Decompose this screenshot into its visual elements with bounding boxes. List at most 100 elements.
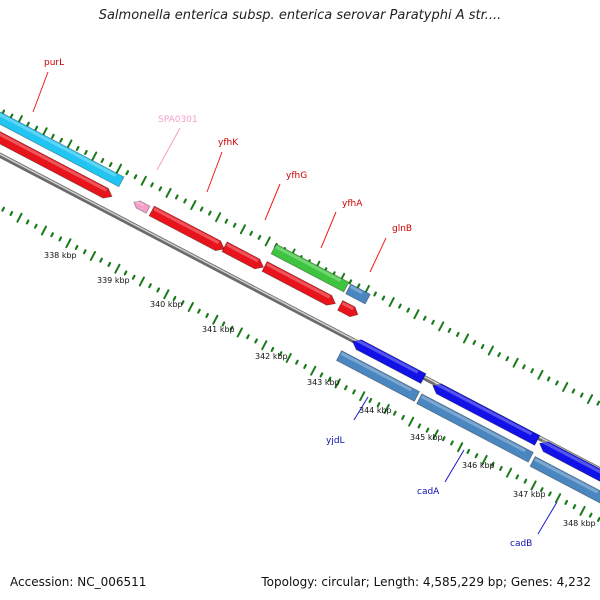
- outer-tick: [546, 376, 551, 382]
- inner-tick: [138, 276, 145, 287]
- inner-tick: [278, 351, 283, 357]
- outer-tick: [9, 113, 14, 119]
- outer-tick: [190, 200, 197, 211]
- inner-tick: [89, 251, 97, 261]
- feature-yfhA-box[interactable]: [270, 243, 350, 293]
- inner-tick: [303, 363, 307, 369]
- inner-tick: [156, 287, 161, 293]
- gene-labels: purL SPA0301 yfhK yfhG yfhA glnB yjdL cadA cadB: [32, 58, 558, 549]
- outer-tick: [455, 331, 460, 337]
- kbp-labels: 338 kbp 339 kbp 340 kbp 341 kbp 342 kbp 343 k…: [44, 251, 596, 528]
- inner-tick: [9, 210, 14, 217]
- kbp-label: 345 kbp: [410, 433, 443, 442]
- outer-tick: [381, 295, 386, 301]
- inner-tick: [515, 474, 520, 480]
- outer-tick: [413, 309, 420, 320]
- inner-tick: [172, 295, 177, 301]
- outer-tick: [562, 381, 569, 392]
- inner-tick: [285, 352, 292, 363]
- inner-tick: [579, 505, 586, 516]
- leader-line: [206, 151, 223, 193]
- outer-tick: [406, 307, 411, 313]
- gene-label: purL: [44, 58, 64, 68]
- inner-tick: [530, 480, 537, 491]
- outer-tick: [199, 206, 204, 212]
- inner-tick: [393, 410, 397, 416]
- inner-tick: [376, 402, 381, 408]
- feature-spa0301[interactable]: [132, 199, 151, 214]
- leader-line: [320, 211, 337, 249]
- inner-tick: [236, 327, 243, 338]
- inner-tick: [1, 206, 6, 212]
- kbp-label: 343 kbp: [307, 378, 340, 387]
- feature-yfhG[interactable]: [221, 241, 266, 272]
- kbp-label: 341 kbp: [202, 325, 235, 334]
- inner-tick: [187, 301, 194, 312]
- feature-purL-box[interactable]: [0, 106, 125, 188]
- outer-tick: [125, 170, 130, 176]
- gene-label: cadA: [417, 487, 440, 497]
- feature-cadB-box[interactable]: [529, 455, 600, 505]
- outer-tick: [398, 303, 402, 309]
- outer-tick: [59, 137, 63, 143]
- outer-tick: [84, 149, 88, 155]
- inner-tick: [466, 448, 471, 454]
- inner-tick: [401, 414, 405, 420]
- inner-tick: [383, 403, 390, 414]
- outer-tick: [462, 333, 470, 344]
- feature-yfhK[interactable]: [148, 205, 227, 254]
- outer-tick: [51, 133, 55, 139]
- inner-tick: [352, 389, 356, 395]
- inner-tick: [148, 283, 152, 289]
- inner-tick: [523, 478, 528, 484]
- kbp-label: 342 kbp: [255, 352, 288, 361]
- outer-tick: [264, 236, 271, 247]
- outer-tick: [34, 125, 39, 131]
- inner-tick: [548, 491, 552, 497]
- inner-tick: [327, 376, 332, 382]
- feature-cadB-cds[interactable]: [537, 439, 600, 487]
- gene-label: SPA0301: [158, 115, 198, 125]
- feature-purL-cds[interactable]: [0, 126, 115, 202]
- feature-yfhA[interactable]: [261, 260, 338, 309]
- inner-tick: [107, 261, 112, 267]
- leader-line: [369, 237, 387, 273]
- outer-tick: [66, 139, 73, 150]
- outer-tick: [505, 356, 510, 362]
- outer-tick: [108, 162, 113, 168]
- outer-tick: [472, 339, 477, 346]
- outer-tick: [356, 283, 361, 289]
- kbp-label: 338 kbp: [44, 251, 77, 260]
- inner-tick: [539, 487, 544, 493]
- gene-label: cadB: [510, 539, 532, 549]
- inner-tick: [457, 442, 464, 453]
- gene-label: yfhA: [342, 199, 363, 209]
- inner-tick: [261, 340, 268, 351]
- outer-tick: [512, 357, 519, 368]
- inner-tick: [74, 244, 79, 251]
- kbp-label: 339 kbp: [97, 276, 130, 285]
- feature-cadA-box[interactable]: [416, 393, 534, 463]
- outer-tick: [91, 151, 98, 162]
- map-title: Salmonella enterica subsp. enterica sero…: [98, 8, 502, 23]
- feature-glnB[interactable]: [337, 299, 361, 319]
- inner-tick: [319, 372, 324, 378]
- gene-features: [0, 106, 600, 505]
- inner-tick: [450, 440, 454, 446]
- gene-label: yfhK: [218, 138, 239, 148]
- feature-cadA-cds[interactable]: [430, 381, 541, 446]
- inner-tick: [25, 219, 30, 225]
- inner-tick: [564, 499, 569, 505]
- feature-yjdL-cds[interactable]: [350, 337, 427, 385]
- outer-tick: [348, 279, 353, 285]
- tick-marks: [1, 109, 600, 522]
- outer-tick: [150, 182, 154, 188]
- feature-yjdL-box[interactable]: [335, 350, 421, 402]
- inner-tick: [334, 378, 341, 389]
- inner-tick: [425, 427, 430, 433]
- outer-tick: [1, 109, 6, 115]
- inner-tick: [505, 467, 513, 478]
- inner-tick: [597, 516, 600, 522]
- feature-glnB-box[interactable]: [345, 283, 371, 305]
- outer-tick: [447, 327, 452, 333]
